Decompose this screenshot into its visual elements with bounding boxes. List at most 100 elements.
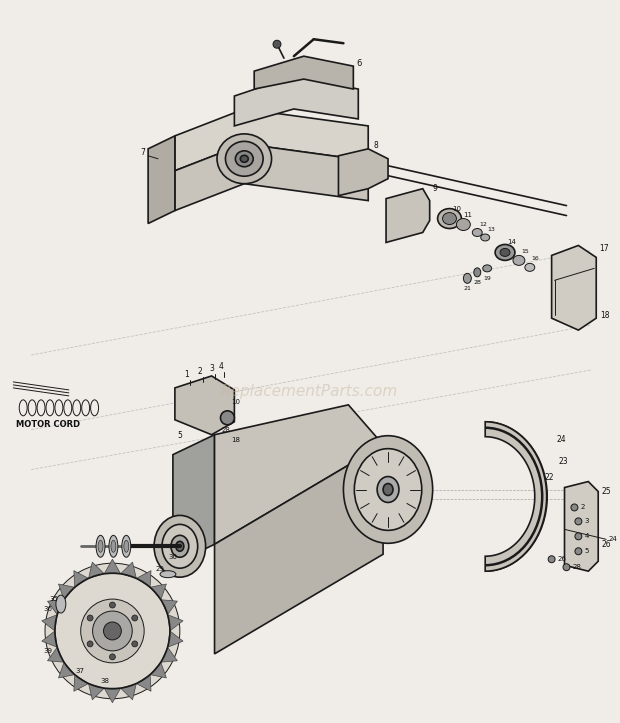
Text: 30: 30 (168, 555, 177, 560)
Ellipse shape (438, 209, 461, 228)
Polygon shape (150, 584, 166, 599)
Text: 4: 4 (219, 362, 224, 372)
Polygon shape (148, 136, 175, 223)
Text: 29: 29 (155, 566, 164, 572)
Circle shape (221, 411, 234, 424)
Ellipse shape (525, 263, 535, 271)
Ellipse shape (377, 476, 399, 502)
Polygon shape (175, 144, 368, 210)
Text: 5: 5 (584, 548, 589, 555)
Polygon shape (339, 149, 388, 196)
Ellipse shape (456, 218, 471, 231)
Text: 1: 1 (184, 370, 189, 380)
Ellipse shape (474, 268, 480, 277)
Polygon shape (167, 631, 183, 647)
Polygon shape (161, 599, 177, 615)
Ellipse shape (171, 535, 188, 557)
Polygon shape (58, 584, 75, 599)
Text: 10: 10 (231, 399, 241, 405)
Text: 18: 18 (600, 311, 609, 320)
Ellipse shape (96, 535, 105, 557)
Circle shape (548, 556, 555, 562)
Circle shape (87, 641, 93, 647)
Ellipse shape (98, 540, 103, 552)
Ellipse shape (500, 249, 510, 257)
Text: 5: 5 (178, 431, 183, 440)
Ellipse shape (513, 255, 525, 265)
Circle shape (132, 615, 138, 621)
Text: 24: 24 (557, 435, 566, 444)
Ellipse shape (354, 449, 422, 531)
Ellipse shape (472, 228, 482, 236)
Ellipse shape (111, 540, 116, 552)
Polygon shape (89, 562, 104, 578)
Polygon shape (48, 599, 64, 615)
Text: 8: 8 (373, 141, 378, 150)
Ellipse shape (383, 484, 393, 495)
Circle shape (273, 40, 281, 48)
Text: 37: 37 (76, 668, 85, 674)
Polygon shape (215, 445, 383, 654)
Polygon shape (74, 570, 89, 587)
Polygon shape (136, 570, 151, 587)
Text: 28: 28 (473, 280, 481, 285)
Polygon shape (104, 559, 121, 574)
Text: 26: 26 (601, 540, 611, 549)
Text: 19: 19 (483, 275, 491, 281)
Circle shape (571, 504, 578, 511)
Circle shape (563, 564, 570, 570)
Text: 3: 3 (209, 364, 214, 374)
Polygon shape (552, 245, 596, 330)
Ellipse shape (236, 151, 253, 167)
Ellipse shape (160, 570, 176, 578)
Polygon shape (42, 615, 57, 631)
Text: 39: 39 (43, 648, 52, 654)
Ellipse shape (495, 244, 515, 260)
Ellipse shape (443, 213, 456, 225)
Circle shape (132, 641, 138, 647)
Polygon shape (215, 405, 383, 544)
Text: 2: 2 (197, 367, 202, 377)
Text: 2: 2 (580, 505, 585, 510)
Circle shape (104, 622, 122, 640)
Ellipse shape (226, 142, 263, 176)
Polygon shape (150, 662, 166, 678)
Polygon shape (175, 376, 234, 435)
Text: 12: 12 (479, 222, 487, 227)
Polygon shape (48, 647, 64, 662)
Polygon shape (42, 631, 57, 647)
Text: 35: 35 (49, 596, 58, 602)
Text: 18: 18 (231, 437, 241, 442)
Polygon shape (167, 615, 183, 631)
Text: 7: 7 (140, 148, 145, 158)
Ellipse shape (124, 540, 129, 552)
Polygon shape (564, 482, 598, 571)
Text: 14: 14 (507, 239, 516, 246)
Text: 10: 10 (453, 205, 461, 212)
Ellipse shape (480, 234, 490, 241)
Circle shape (87, 615, 93, 621)
Ellipse shape (463, 273, 471, 283)
Polygon shape (121, 562, 136, 578)
Polygon shape (161, 647, 177, 662)
Text: 17: 17 (599, 244, 609, 253)
Polygon shape (74, 675, 89, 691)
Ellipse shape (343, 436, 433, 543)
Text: 24: 24 (608, 536, 617, 542)
Ellipse shape (241, 155, 248, 162)
Text: 4: 4 (584, 534, 589, 539)
Text: 3: 3 (584, 518, 589, 524)
Polygon shape (121, 683, 136, 700)
Text: MOTOR CORD: MOTOR CORD (16, 420, 81, 429)
Text: 15: 15 (521, 249, 529, 254)
Text: 36: 36 (43, 606, 52, 612)
Ellipse shape (162, 524, 198, 568)
Ellipse shape (109, 535, 118, 557)
Polygon shape (58, 662, 75, 678)
Text: 21: 21 (463, 286, 471, 291)
Text: 6: 6 (356, 59, 361, 68)
Polygon shape (104, 688, 121, 703)
Circle shape (81, 599, 144, 663)
Polygon shape (485, 422, 547, 571)
Ellipse shape (56, 595, 66, 613)
